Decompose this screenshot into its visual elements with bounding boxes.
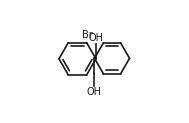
Text: OH: OH (88, 33, 103, 43)
Text: Br: Br (82, 30, 93, 40)
Text: OH: OH (87, 87, 102, 97)
